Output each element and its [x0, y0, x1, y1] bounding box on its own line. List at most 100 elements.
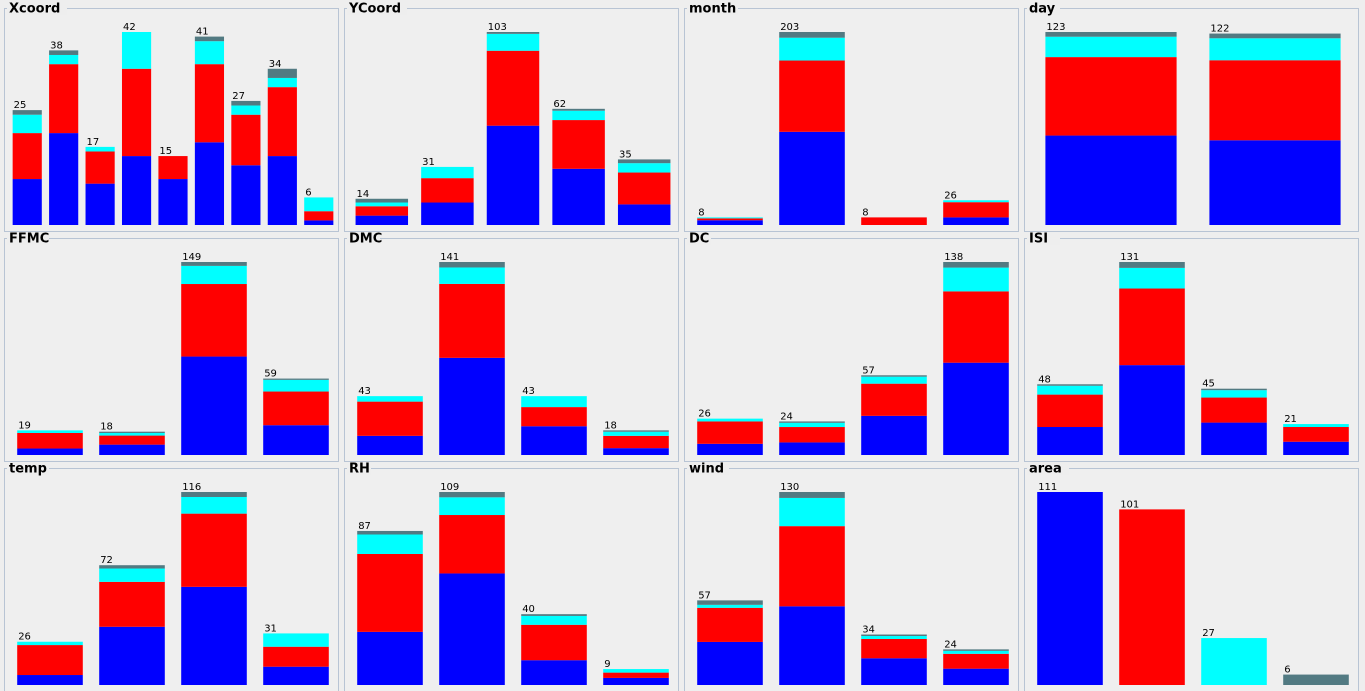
bar-total-label: 103: [488, 22, 507, 33]
bar-segment: [181, 513, 247, 587]
bar-segment: [121, 156, 152, 225]
bar-total-label: 59: [264, 369, 277, 380]
bar-total-label: 38: [50, 40, 63, 51]
bar-segment: [194, 64, 225, 143]
bar-segment: [355, 206, 409, 216]
bar-segment: [1209, 33, 1341, 39]
bar-segment: [697, 607, 763, 642]
bar-segment: [263, 425, 329, 455]
bar-segment: [194, 41, 225, 65]
bar-segment: [263, 379, 329, 392]
bar-segment: [521, 624, 587, 661]
bar-segment: [1045, 36, 1177, 58]
bar-segment: [421, 178, 474, 203]
bar-segment: [158, 179, 188, 225]
bar-segment: [861, 217, 927, 225]
bar-total-label: 131: [1120, 252, 1139, 263]
title-bg: [347, 463, 371, 475]
bar-total-label: 14: [357, 189, 370, 200]
bar-segment: [12, 110, 42, 115]
bar-total-label: 31: [422, 157, 435, 168]
bar-segment: [357, 530, 423, 535]
bar-total-label: 17: [87, 137, 100, 148]
bar-segment: [943, 217, 1009, 225]
bar-segment: [1209, 140, 1341, 225]
bar-segment: [1201, 390, 1267, 398]
bar-segment: [779, 492, 845, 498]
bar-total-label: 8: [862, 207, 868, 218]
bar-segment: [617, 163, 671, 173]
bar-total-label: 57: [862, 365, 875, 376]
bar-segment: [521, 426, 587, 455]
bar-segment: [779, 32, 845, 38]
bar-segment: [1037, 385, 1103, 395]
bar-segment: [99, 435, 165, 445]
bar-segment: [861, 638, 927, 659]
bar-segment: [1119, 509, 1185, 685]
bar-segment: [267, 87, 297, 157]
bar-segment: [439, 497, 505, 516]
bar-segment: [617, 172, 671, 205]
bar-segment: [17, 432, 83, 449]
bar-segment: [603, 448, 669, 455]
bar-total-label: 43: [358, 386, 371, 397]
bar-segment: [1283, 441, 1349, 455]
bar-total-label: 15: [159, 146, 172, 157]
title-bg: [687, 233, 711, 245]
bar-segment: [603, 677, 669, 685]
bar-segment: [12, 179, 42, 225]
bar-segment: [861, 658, 927, 685]
bar-segment: [17, 675, 83, 685]
bar-segment: [943, 653, 1009, 669]
bar-segment: [1283, 674, 1349, 685]
bar-segment: [355, 198, 409, 203]
bar-segment: [552, 110, 605, 121]
title-bg: [347, 3, 407, 15]
bar-segment: [779, 37, 845, 61]
bar-total-label: 34: [269, 59, 282, 70]
bar-segment: [779, 606, 845, 685]
title-bg: [347, 233, 380, 245]
title-bg: [7, 3, 67, 15]
bar-segment: [521, 614, 587, 616]
bar-segment: [1037, 394, 1103, 428]
bar-segment: [1045, 135, 1177, 225]
bar-segment: [486, 32, 540, 34]
bar-segment: [1037, 384, 1103, 386]
bar-segment: [603, 672, 669, 678]
bar-segment: [1119, 288, 1185, 366]
bar-total-label: 87: [358, 521, 371, 532]
bar-segment: [521, 396, 587, 408]
bar-segment: [943, 649, 1009, 651]
bar-segment: [697, 443, 763, 455]
bar-segment: [121, 32, 152, 69]
bar-segment: [1119, 262, 1185, 268]
bar-segment: [421, 202, 474, 225]
bar-segment: [421, 166, 474, 179]
bar-segment: [697, 604, 763, 608]
bar-segment: [17, 641, 83, 646]
bar-total-label: 27: [1202, 628, 1215, 639]
bar-total-label: 109: [440, 482, 459, 493]
bar-segment: [779, 497, 845, 527]
bar-total-label: 6: [305, 187, 311, 198]
bar-segment: [1201, 397, 1267, 423]
bar-total-label: 8: [698, 207, 704, 218]
bar-total-label: 6: [1284, 665, 1290, 676]
bar-segment: [194, 142, 225, 225]
bar-segment: [779, 427, 845, 443]
bar-segment: [99, 431, 165, 433]
bar-segment: [943, 650, 1009, 654]
bar-total-label: 42: [123, 22, 136, 33]
bar-total-label: 203: [780, 22, 799, 33]
bar-segment: [697, 220, 763, 225]
bar-segment: [99, 444, 165, 455]
bar-segment: [1201, 388, 1267, 391]
panel-title: FFMC: [9, 232, 49, 247]
bar-segment: [181, 262, 247, 266]
bar-segment: [521, 615, 587, 625]
bar-segment: [355, 202, 409, 207]
bar-segment: [439, 283, 505, 358]
bar-segment: [12, 114, 42, 134]
